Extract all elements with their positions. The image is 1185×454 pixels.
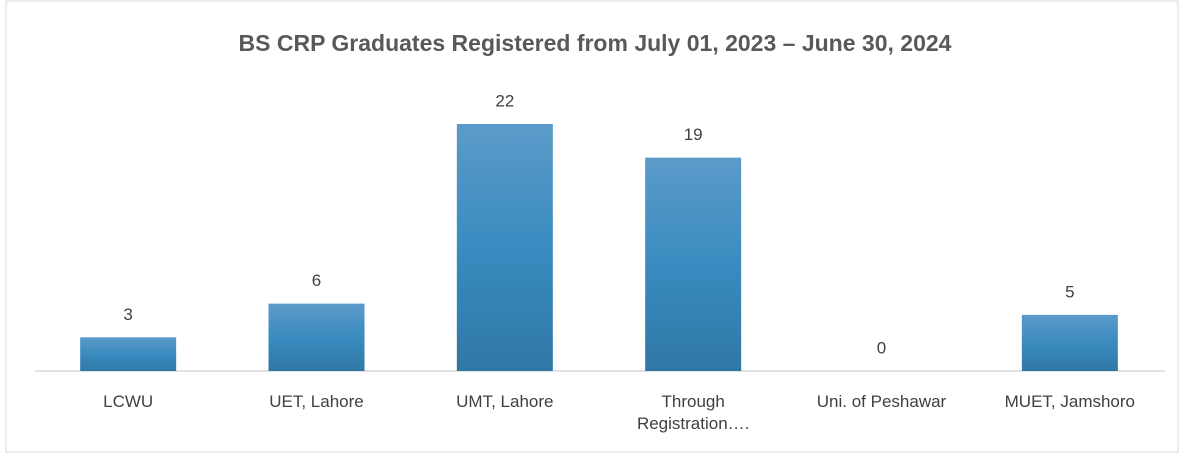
- data-label: 22: [495, 91, 514, 110]
- chart-frame: [5, 0, 1179, 453]
- x-tick-label: Uni. of Peshawar: [816, 392, 947, 411]
- bar: [1021, 314, 1118, 371]
- data-label: 0: [877, 338, 886, 357]
- bar: [456, 124, 553, 371]
- x-tick-label: LCWU: [103, 392, 154, 411]
- data-label: 3: [123, 305, 132, 324]
- data-label: 6: [312, 271, 321, 290]
- bar: [80, 337, 177, 371]
- x-tick-label: MUET, Jamshoro: [1004, 392, 1136, 411]
- data-label: 19: [684, 125, 703, 144]
- x-tick-label: UET, Lahore: [269, 392, 364, 411]
- chart-title: BS CRP Graduates Registered from July 01…: [239, 30, 952, 56]
- x-tick-label: UMT, Lahore: [456, 392, 554, 411]
- x-tick-label: Through Registration….: [636, 392, 750, 433]
- bar: [645, 157, 742, 371]
- data-label: 5: [1065, 282, 1074, 301]
- bar: [268, 303, 365, 371]
